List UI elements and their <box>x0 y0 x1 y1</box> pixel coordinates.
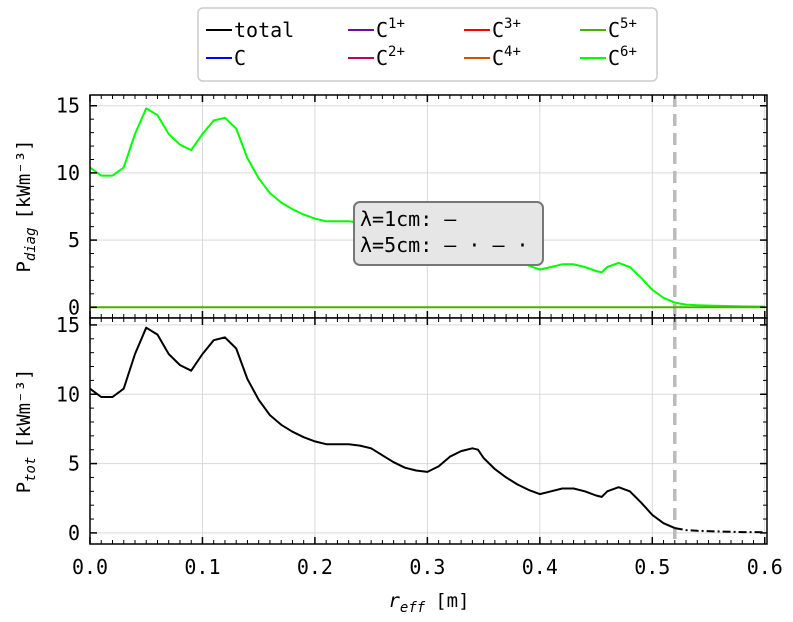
x-tick-label-0: 0.0 <box>72 555 108 579</box>
x-axis-label-unit: [m] <box>435 590 469 612</box>
ylabel-bottom-main: P <box>13 482 35 493</box>
legend-label-C5: C5+ <box>608 16 637 42</box>
x-tick-label-3: 0.3 <box>409 555 445 579</box>
y-tick-label-top-3: 15 <box>56 94 80 118</box>
ticks-top: 0 5 10 15 <box>56 94 767 319</box>
y-tick-label-bottom-1: 5 <box>68 452 80 476</box>
panel-bottom-background <box>90 318 767 544</box>
ylabel-top-sub: diag <box>23 227 39 261</box>
ylabel-top: Pdiag [kWm⁻³] <box>13 139 39 272</box>
x-tick-label-2: 0.2 <box>297 555 333 579</box>
panel-bottom-frame <box>89 317 768 545</box>
wavelength-annotation: λ=1cm: — λ=5cm: — · — · <box>353 201 544 266</box>
legend-label-C2: C2+ <box>376 44 405 70</box>
y-tick-label-top-0: 0 <box>68 295 80 319</box>
y-tick-label-top-2: 10 <box>56 161 80 185</box>
legend-label-main-C5: C <box>608 18 620 42</box>
legend-label-total: total <box>234 18 294 42</box>
legend-label-sup-C1: 1+ <box>388 16 405 32</box>
annotation-box <box>353 201 544 266</box>
ylabel-bottom-text: Ptot [kWm⁻³] <box>13 369 39 494</box>
legend-label-main-C1: C <box>376 18 388 42</box>
ylabel-top-main: P <box>13 261 35 272</box>
legend-label-main-C0: C <box>234 46 246 70</box>
y-tick-label-top-1: 5 <box>68 228 80 252</box>
legend-label-C3: C3+ <box>492 16 521 42</box>
x-tick-label-5: 0.5 <box>634 555 670 579</box>
x-axis-label-sub: eff <box>400 600 426 616</box>
legend-label-C6: C6+ <box>608 44 637 70</box>
legend-label-main-C3: C <box>492 18 504 42</box>
legend-label-C0: C <box>234 46 246 70</box>
panel-bottom: 0 5 10 15 0.0 0.1 0.2 0.3 0.4 0.5 0.6 Ptot [kWm⁻³] <box>13 313 783 579</box>
ylabel-bottom-unit: [kWm⁻³] <box>13 369 35 449</box>
annotation-line-2: λ=5cm: — · — · <box>360 233 529 257</box>
legend-label-sup-C4: 4+ <box>504 44 521 60</box>
legend-label-main-C2: C <box>376 46 388 70</box>
legend-label-sup-C3: 3+ <box>504 16 521 32</box>
series-line-bottom-total-1 <box>674 527 765 534</box>
annotation-line-1: λ=1cm: — <box>360 207 457 231</box>
ylabel-bottom: Ptot [kWm⁻³] <box>13 369 39 494</box>
legend-label-C1: C1+ <box>376 16 405 42</box>
ylabel-bottom-sub: tot <box>23 457 39 482</box>
y-tick-label-bottom-0: 0 <box>68 521 80 545</box>
x-axis-label-main: r <box>388 590 400 612</box>
x-axis-label: reff [m] <box>388 590 469 616</box>
legend-label-main-C4: C <box>492 46 504 70</box>
legend-label-sup-C2: 2+ <box>388 44 405 60</box>
ylabel-top-text: Pdiag [kWm⁻³] <box>13 139 39 272</box>
x-tick-label-6: 0.6 <box>747 555 783 579</box>
series-bottom <box>89 326 765 534</box>
ylabel-top-unit: [kWm⁻³] <box>13 139 35 219</box>
legend-label-sup-C5: 5+ <box>620 16 637 32</box>
legend-frame <box>197 7 658 82</box>
legend-label-sup-C6: 6+ <box>620 44 637 60</box>
series-line-top-C6-0 <box>89 107 361 224</box>
y-tick-label-bottom-2: 10 <box>56 382 80 406</box>
y-tick-label-bottom-3: 15 <box>56 313 80 337</box>
x-tick-label-1: 0.1 <box>184 555 220 579</box>
legend-label-main-total: total <box>234 18 294 42</box>
ticks-bottom: 0 5 10 15 0.0 0.1 0.2 0.3 0.4 0.5 0.6 <box>56 313 783 579</box>
x-tick-label-4: 0.4 <box>522 555 558 579</box>
series-line-bottom-total-0 <box>89 326 676 530</box>
legend-label-C4: C4+ <box>492 44 521 70</box>
legend-label-main-C6: C <box>608 46 620 70</box>
